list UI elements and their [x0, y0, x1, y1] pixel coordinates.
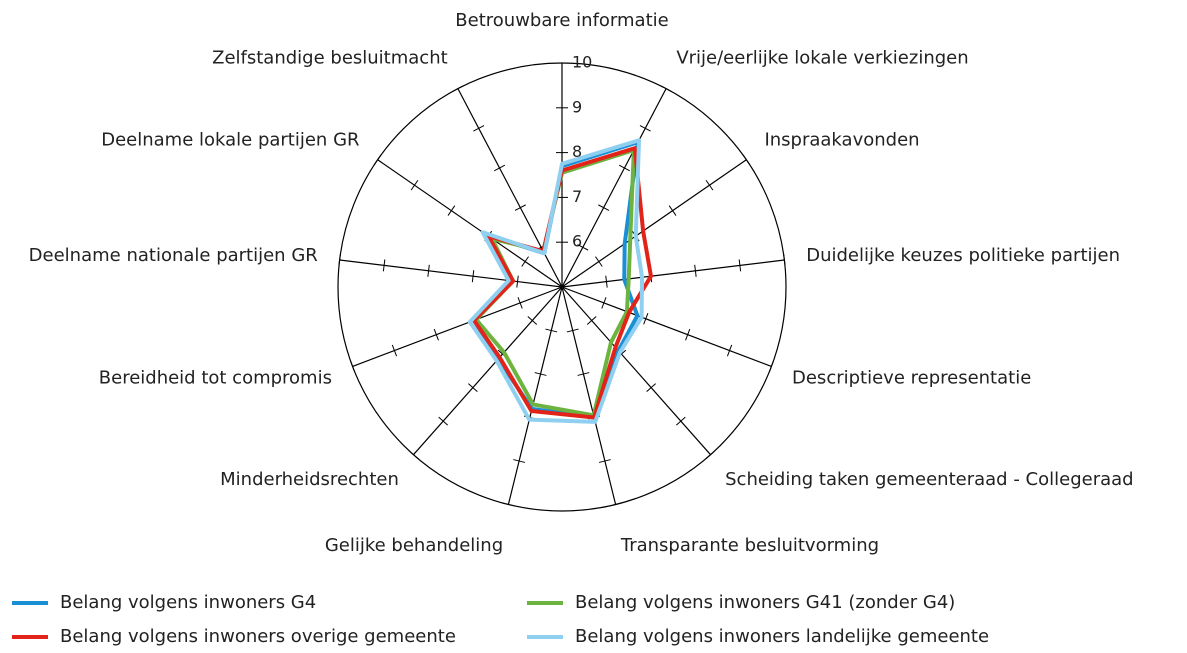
r-tick-label: 8: [572, 142, 582, 161]
category-label: Bereidheid tot compromis: [99, 367, 332, 388]
legend-label: Belang volgens inwoners overige gemeente: [60, 626, 456, 647]
tick-mark: [598, 459, 611, 463]
tick-mark: [605, 275, 608, 288]
tick-mark: [514, 204, 526, 211]
category-label: Deelname nationale partijen GR: [29, 245, 318, 266]
tick-mark: [382, 259, 386, 272]
r-tick-label: 6: [572, 232, 582, 251]
tick-mark: [577, 372, 590, 376]
tick-mark: [783, 253, 786, 267]
spoke: [413, 286, 563, 456]
tick-mark: [527, 316, 538, 325]
tick-mark: [738, 259, 742, 272]
spoke: [561, 259, 785, 288]
tick-mark: [349, 360, 356, 373]
category-label: Transparante besluitvorming: [620, 535, 879, 556]
spoke: [352, 286, 563, 367]
tick-mark: [468, 383, 478, 392]
tick-mark: [513, 459, 526, 463]
tick-mark: [452, 85, 464, 92]
tick-mark: [408, 450, 419, 460]
tick-mark: [545, 328, 558, 333]
series-line: [467, 138, 645, 424]
tick-mark: [433, 328, 439, 341]
tick-mark: [338, 253, 341, 267]
category-label: Scheiding taken gemeenteraad - Collegera…: [725, 469, 1133, 490]
legend-label: Belang volgens inwoners landelijke gemee…: [575, 626, 989, 647]
spoke: [507, 286, 563, 505]
r-tick-label: 9: [572, 97, 582, 116]
category-label: Inspraakavonden: [764, 129, 919, 150]
tick-mark: [471, 270, 475, 283]
legend-label: Belang volgens inwoners G4: [60, 592, 316, 613]
tick-mark: [742, 154, 751, 165]
category-label: Descriptieve representatie: [792, 367, 1031, 388]
tick-mark: [618, 164, 631, 172]
tick-mark: [705, 179, 714, 191]
tick-mark: [373, 154, 382, 165]
category-label: Gelijke behandeling: [325, 535, 503, 556]
tick-mark: [601, 297, 607, 309]
spoke: [339, 259, 563, 288]
legend-label: Belang volgens inwoners G41 (zonder G4): [575, 592, 955, 613]
tick-mark: [566, 328, 579, 333]
tick-mark: [517, 297, 523, 309]
tick-mark: [438, 416, 448, 426]
r-tick-label: 10: [572, 53, 592, 72]
tick-mark: [493, 164, 506, 172]
spoke: [561, 286, 772, 367]
tick-mark: [705, 450, 716, 460]
tick-mark: [410, 179, 419, 191]
tick-mark: [595, 256, 603, 267]
spoke: [561, 286, 617, 505]
spoke: [377, 159, 563, 288]
tick-mark: [694, 264, 697, 277]
category-label: Minderheidsrechten: [220, 469, 399, 490]
tick-mark: [768, 360, 775, 373]
tick-mark: [676, 416, 686, 426]
spoke: [561, 159, 747, 288]
tick-mark: [609, 502, 622, 507]
tick-mark: [521, 256, 529, 267]
tick-mark: [668, 205, 677, 216]
series-line: [472, 146, 653, 420]
tick-mark: [534, 372, 547, 376]
tick-mark: [685, 328, 691, 341]
category-label: Duidelijke keuzes politieke partijen: [806, 245, 1120, 266]
tick-mark: [646, 383, 656, 392]
tick-mark: [726, 344, 733, 357]
category-label: Zelfstandige besluitmacht: [212, 48, 448, 69]
tick-mark: [447, 205, 456, 216]
spoke: [457, 88, 563, 288]
tick-mark: [427, 264, 430, 277]
tick-mark: [639, 125, 651, 132]
spoke: [561, 286, 711, 456]
spoke: [561, 88, 667, 288]
category-label: Betrouwbare informatie: [455, 10, 668, 31]
tick-mark: [586, 316, 597, 325]
category-label: Deelname lokale partijen GR: [101, 129, 359, 150]
r-tick-label: 7: [572, 187, 582, 206]
tick-mark: [516, 275, 519, 288]
tick-mark: [660, 85, 672, 92]
tick-mark: [598, 204, 610, 211]
tick-mark: [577, 244, 589, 251]
tick-mark: [473, 125, 485, 132]
tick-mark: [391, 344, 398, 357]
tick-mark: [643, 312, 649, 325]
category-label: Vrije/eerlijke lokale verkiezingen: [676, 48, 968, 69]
tick-mark: [502, 502, 515, 507]
